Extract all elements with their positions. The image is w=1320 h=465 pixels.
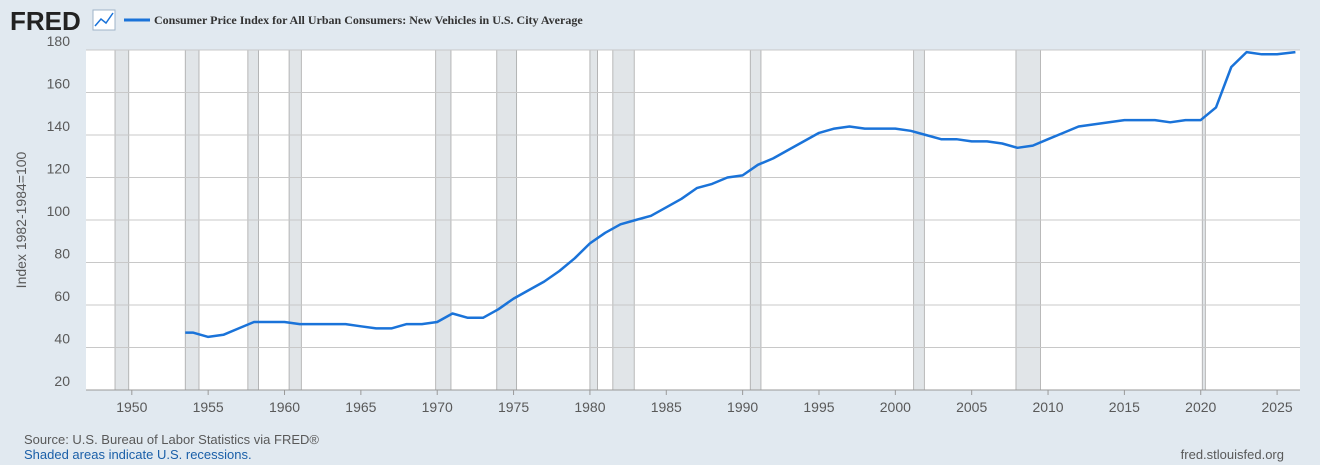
data-line	[185, 50, 1296, 339]
x-tick-label: 1975	[498, 399, 529, 415]
x-tick-label: 2025	[1262, 399, 1293, 415]
y-tick-label: 60	[54, 288, 70, 304]
y-tick-label: 40	[54, 331, 70, 347]
y-tick-label: 140	[47, 118, 71, 134]
y-tick-label: 20	[54, 373, 70, 389]
y-tick-label: 80	[54, 246, 70, 262]
x-tick-label: 1955	[193, 399, 224, 415]
y-tick-label: 160	[47, 76, 71, 92]
x-tick-label: 2000	[880, 399, 911, 415]
x-tick-label: 2005	[956, 399, 987, 415]
credit: fred.stlouisfed.org	[1181, 447, 1284, 462]
x-tick-label: 1980	[574, 399, 605, 415]
x-tick-label: 1985	[651, 399, 682, 415]
logo: FRED	[10, 6, 81, 36]
logo-icon	[92, 9, 116, 31]
x-tick-label: 1970	[422, 399, 453, 415]
recession-note: Shaded areas indicate U.S. recessions.	[24, 447, 252, 462]
y-tick-label: 100	[47, 203, 71, 219]
legend-label: Consumer Price Index for All Urban Consu…	[154, 13, 583, 27]
y-tick-label: 180	[47, 33, 71, 49]
y-tick-label: 120	[47, 161, 71, 177]
x-tick-label: 1950	[116, 399, 147, 415]
source-note: Source: U.S. Bureau of Labor Statistics …	[24, 432, 319, 447]
x-tick-label: 1995	[803, 399, 834, 415]
x-tick-label: 1990	[727, 399, 758, 415]
x-tick-label: 2020	[1185, 399, 1216, 415]
y-axis-label: Index 1982-1984=100	[13, 151, 29, 288]
x-tick-label: 1965	[345, 399, 376, 415]
x-tick-label: 2010	[1032, 399, 1063, 415]
x-tick-label: 1960	[269, 399, 300, 415]
x-tick-label: 2015	[1109, 399, 1140, 415]
